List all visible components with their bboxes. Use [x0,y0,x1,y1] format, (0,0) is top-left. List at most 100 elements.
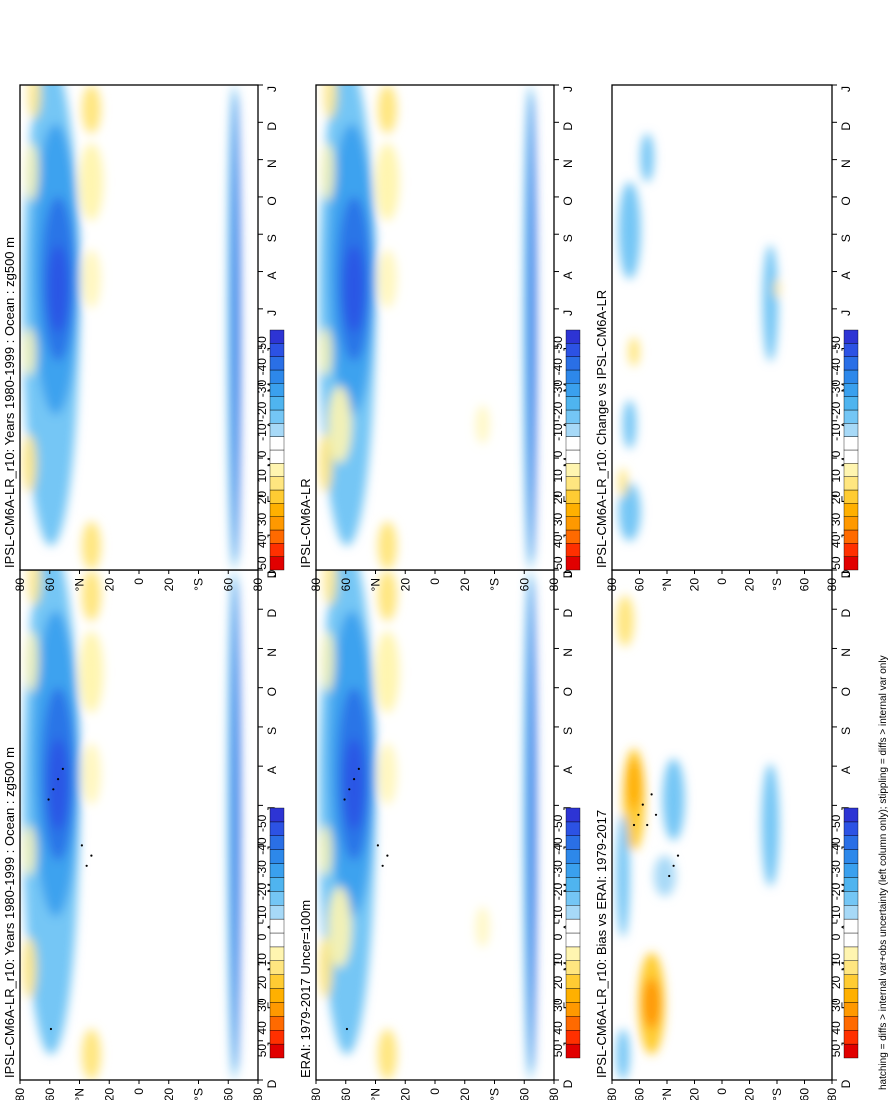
contour-region-5 [616,595,634,647]
lat-tick-label: °S [770,1088,784,1100]
month-tick-label: D [561,122,575,131]
month-tick-label: S [265,727,279,735]
lat-tick-label: 60 [633,1088,647,1100]
figure-footnote: hatching = diffs > internal var+obs unce… [878,655,889,1090]
contour-region-12 [27,570,42,606]
contour-region-8 [377,249,397,309]
colorbar-swatch [269,960,285,975]
stipple-dot-5 [650,793,653,796]
colorbar-swatch [843,436,859,451]
colorbar-swatch [269,423,285,437]
lat-tick-label: 80 [605,578,619,592]
lat-tick-label: 80 [13,1088,27,1100]
colorbar-label: -40 [551,837,565,855]
colorbar-swatch [843,449,859,464]
month-tick-label: D [561,569,575,578]
colorbar-swatch [269,891,285,906]
colorbar-swatch [269,905,285,920]
month-tick-label: D [839,122,853,131]
colorbar-swatch [269,476,285,491]
colorbar-swatch [843,807,859,823]
colorbar-swatch [565,409,581,424]
colorbar-swatch [269,503,285,517]
colorbar-swatch [565,960,581,975]
colorbar-label: 50 [551,556,565,570]
colorbar-swatch [269,356,285,371]
colorbar-label: 10 [551,953,565,967]
stipple-dot-4 [646,823,649,827]
colorbar-label: -20 [829,401,843,419]
colorbar-label: 50 [255,1044,269,1058]
contour-region-10 [22,825,37,876]
heatmap-panel-6: DJFMAMJJASONDJ8060°N20020°S6080IPSL-CM6A… [594,84,859,592]
lat-tick-label: 80 [605,1088,619,1100]
stipple-dot-2 [348,788,351,791]
colorbar-label: 20 [255,975,269,989]
contour-region-5 [618,468,628,498]
contour-region-14 [529,580,536,1070]
colorbar-swatch [269,863,285,878]
month-tick-label: D [561,609,575,618]
stipple-dot-4 [61,767,64,771]
month-tick-label: D [265,569,279,578]
colorbar-swatch [269,988,285,1003]
contour-region-4 [626,758,642,810]
stipple-dot-3 [352,778,356,781]
contour-region-7 [662,758,685,841]
colorbar-swatch [269,946,285,961]
colorbar-label: 0 [551,933,565,940]
lat-tick-label: °S [192,1088,206,1100]
colorbar-label: 20 [829,975,843,989]
colorbar-swatch [269,396,285,411]
colorbar-label: 50 [829,556,843,570]
colorbar-swatch [269,556,285,571]
stipple-dot-8 [672,864,675,867]
contour-region-9 [616,814,630,938]
colorbar-swatch [565,516,581,531]
colorbar: 50 40 30 20 10 0 -10 -20 -30 -40 -50 [551,329,581,571]
month-tick-label: D [265,122,279,131]
colorbar-swatch [843,960,859,975]
colorbar-label: 30 [551,998,565,1012]
colorbar-swatch [843,409,859,424]
colorbar-label: 30 [551,512,565,526]
colorbar-label: 0 [829,933,843,940]
colorbar-label: 10 [829,469,843,483]
contour-region-9 [22,434,37,493]
month-tick-label: O [265,196,279,205]
colorbar-label: 30 [255,512,269,526]
colorbar-label: 30 [255,998,269,1012]
colorbar-swatch [269,369,285,384]
stipple-dot-4 [357,767,360,771]
lat-tick-label: 80 [547,1088,561,1100]
month-tick-label: A [265,766,279,774]
colorbar-label: -10 [829,905,843,923]
month-tick-label: D [839,569,853,578]
month-tick-label: N [561,159,575,168]
lat-tick-label: 0 [715,578,729,585]
colorbar-swatch [269,877,285,892]
heatmap-panel-4: DJFMAMJJASONDJ8060°N20020°S6080IPSL-CM6A… [298,84,581,591]
colorbar-label: -10 [255,905,269,923]
lat-tick-label: 0 [428,1088,442,1095]
colorbar-label: 0 [551,450,565,457]
colorbar-swatch [565,423,581,437]
colorbar-swatch [565,463,581,477]
month-tick-label: O [561,687,575,696]
month-tick-label: D [839,1079,853,1088]
stipple-dot-7 [668,874,671,878]
contour-region-9 [318,937,333,999]
contour-field [22,570,241,1080]
month-tick-label: N [561,648,575,657]
lat-tick-label: °S [488,1088,502,1100]
stipple-dot-6 [654,813,658,816]
colorbar-swatch [843,946,859,961]
colorbar-label: -30 [255,380,269,398]
colorbar-label: -40 [255,837,269,855]
colorbar-swatch [565,1016,581,1031]
contour-region-8 [81,249,101,309]
lat-tick-label: 60 [43,578,57,592]
contour-region-5 [377,521,397,570]
colorbar-swatch [565,489,581,504]
